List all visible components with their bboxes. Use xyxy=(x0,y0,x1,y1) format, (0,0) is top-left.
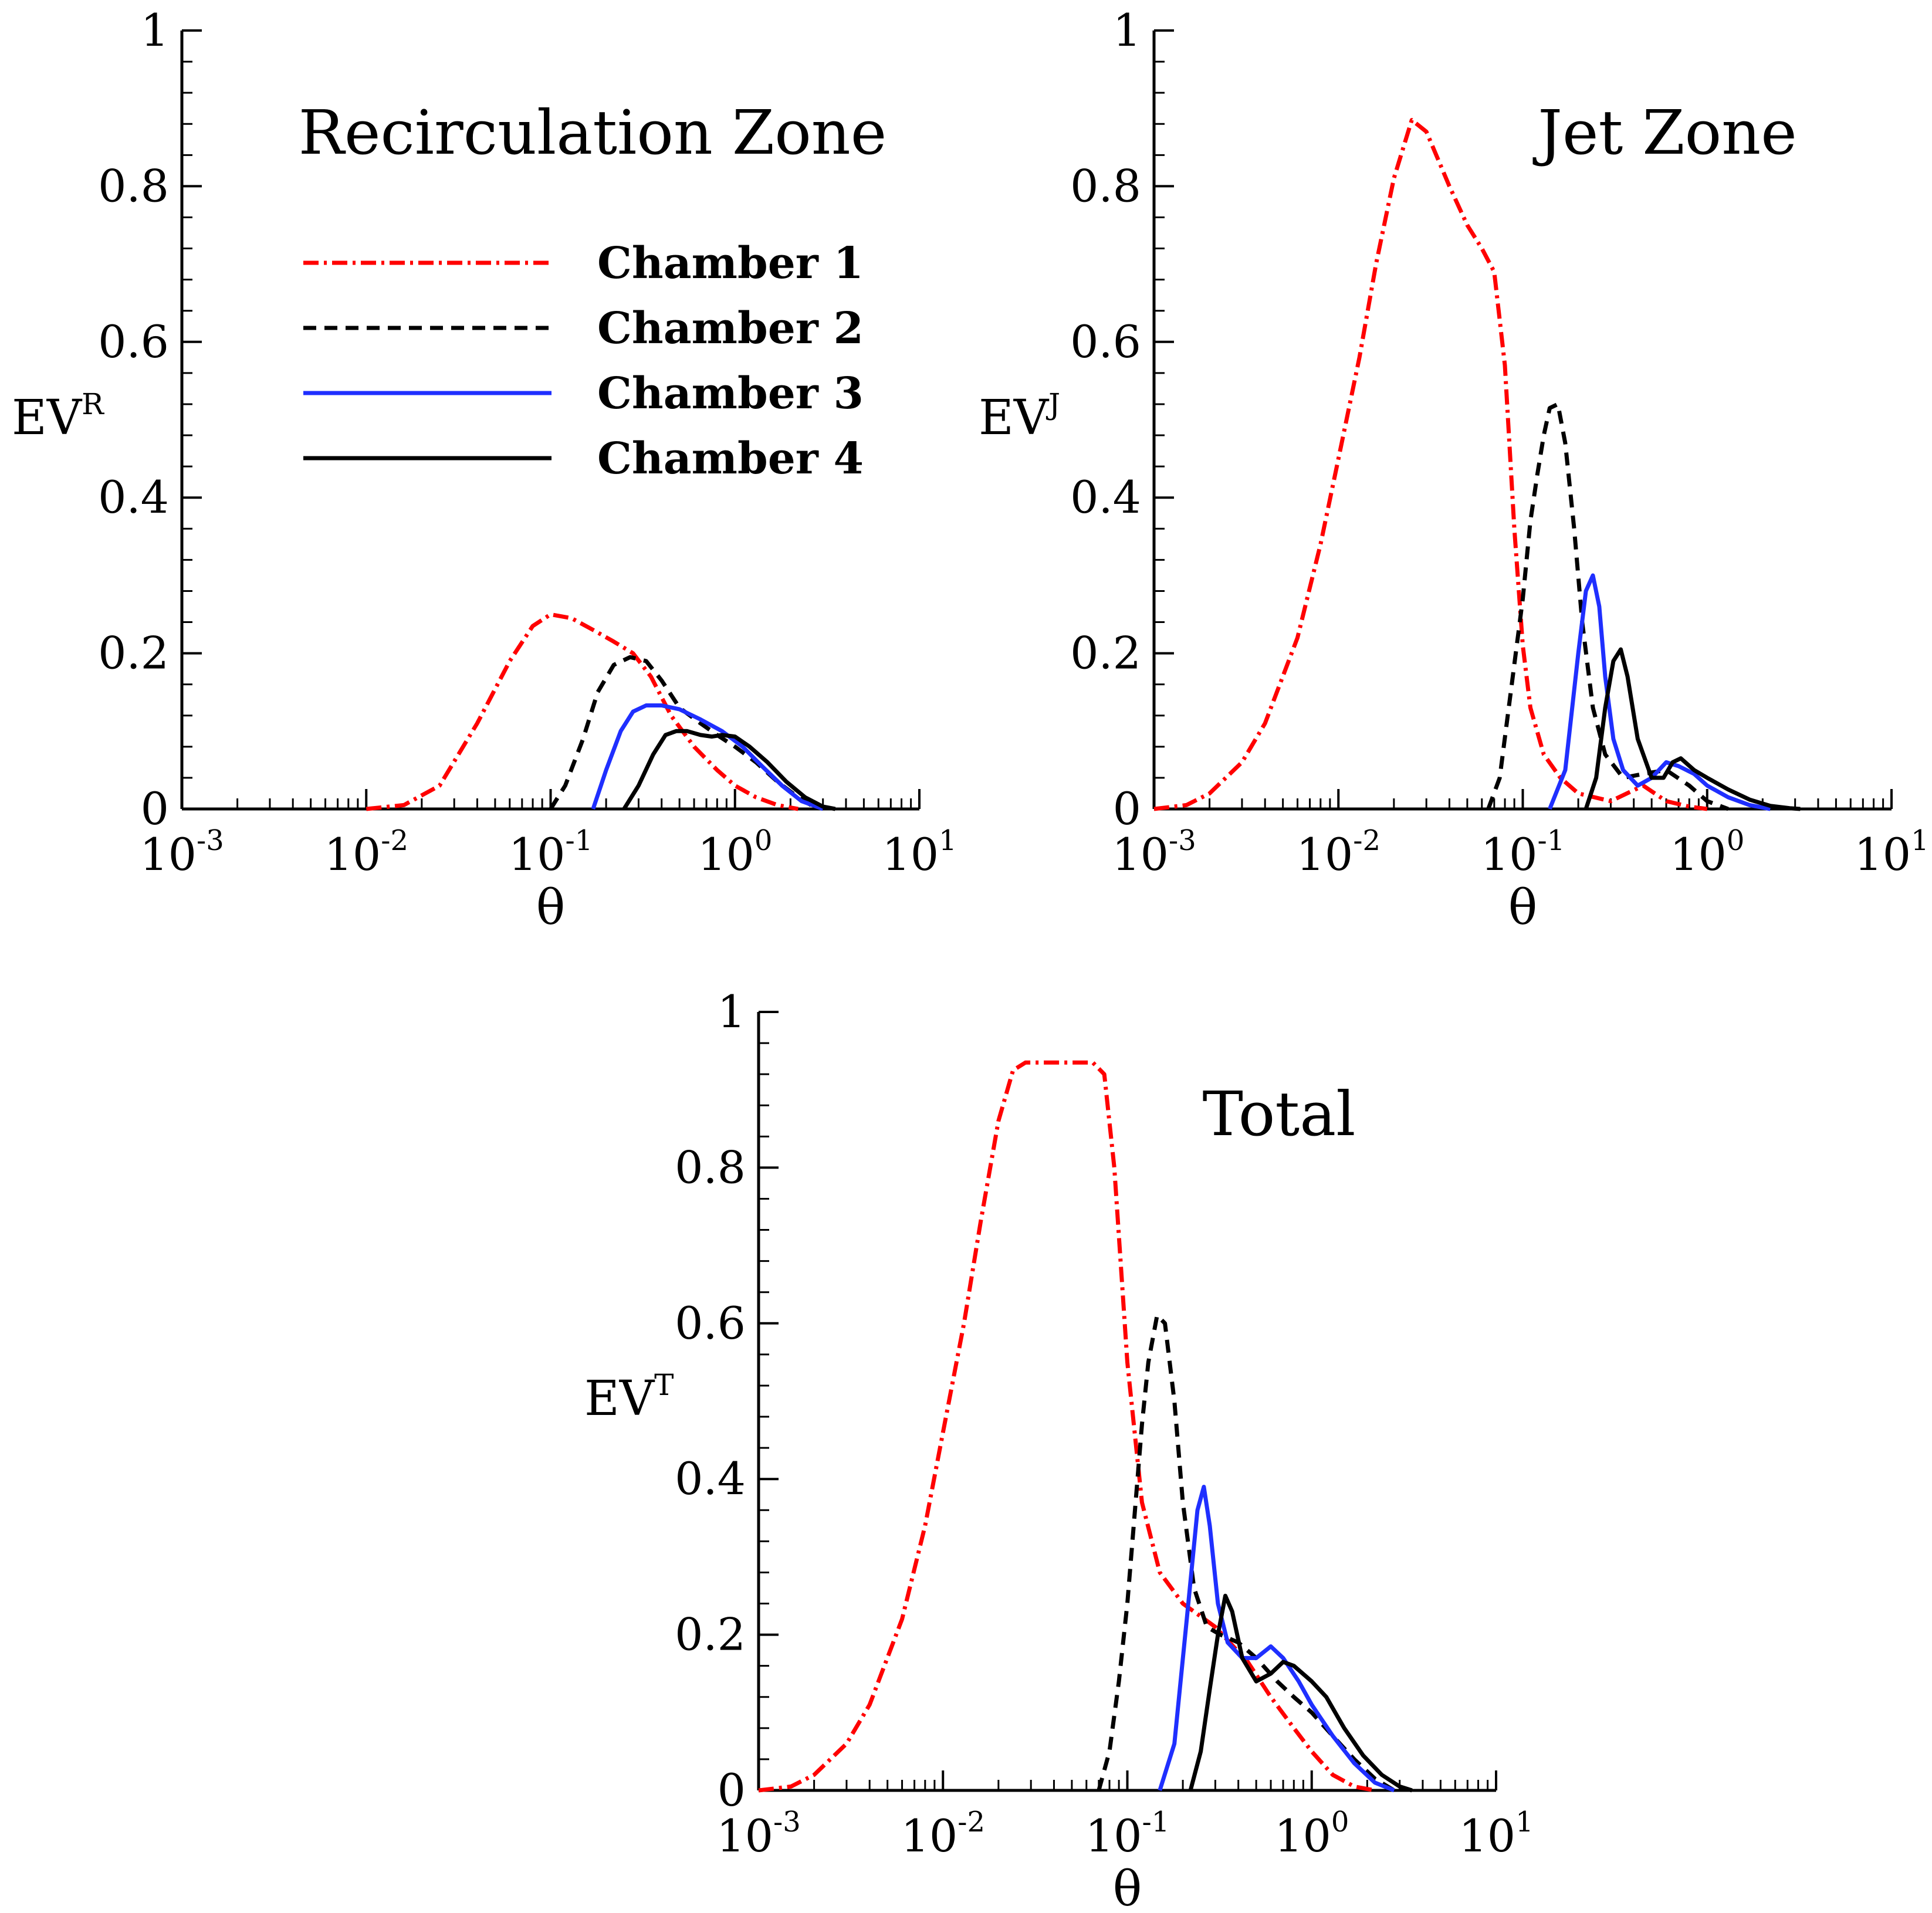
x-tick-label: 10-3 xyxy=(140,824,224,881)
y-tick-label: 0.6 xyxy=(1070,316,1141,368)
panel-recirculation: 0 0.2 0.4 0.6 0.8 1 10-3 10-2 10-1 100 101 θ EVR Reci… xyxy=(12,4,957,936)
y-tick-label: 0.4 xyxy=(675,1452,746,1505)
y-tick-label: 1 xyxy=(718,986,746,1038)
legend-label: Chamber 1 xyxy=(597,238,864,289)
y-tick-label: 0 xyxy=(1113,783,1141,835)
y-tick-label: 0.2 xyxy=(1070,627,1141,679)
series-line-chamber-1 xyxy=(366,612,799,811)
x-tick-label: 10-3 xyxy=(716,1806,800,1862)
y-tick-label: 0 xyxy=(718,1764,746,1816)
x-tick-label: 10-2 xyxy=(901,1806,985,1862)
legend-label: Chamber 3 xyxy=(597,368,864,419)
panel-total: 0 0.2 0.4 0.6 0.8 1 10-3 10-2 10-1 100 101 θ EVT Tota… xyxy=(584,986,1534,1913)
y-tick-label: 0.2 xyxy=(675,1609,746,1661)
x-tick-label: 100 xyxy=(698,824,772,881)
x-tick-label: 10-1 xyxy=(1085,1806,1169,1862)
y-tick-label: 0 xyxy=(141,783,169,835)
x-tick-label: 100 xyxy=(1274,1806,1349,1862)
x-tick-label: 100 xyxy=(1670,824,1744,881)
x-axis-label: θ xyxy=(1113,1861,1142,1913)
series-line-chamber-4 xyxy=(1188,1593,1413,1793)
series-line-chamber-3 xyxy=(1158,1485,1395,1793)
panel-title: Total xyxy=(1203,1078,1356,1150)
y-tick-label: 1 xyxy=(1113,4,1141,56)
series-line-chamber-3 xyxy=(591,703,824,811)
y-tick-label: 0.4 xyxy=(1070,471,1141,523)
x-tick-label: 101 xyxy=(1854,824,1928,881)
x-tick-label: 10-1 xyxy=(1481,824,1565,881)
series-line-chamber-3 xyxy=(1548,573,1771,811)
y-axis-label: EVJ xyxy=(979,387,1060,446)
series-line-chamber-1 xyxy=(758,1060,1376,1793)
series-line-chamber-2 xyxy=(549,655,819,811)
y-tick-label: 0.8 xyxy=(1070,160,1141,212)
x-tick-label: 101 xyxy=(1459,1806,1533,1862)
y-tick-label: 0.8 xyxy=(98,160,169,212)
x-axis-label: θ xyxy=(1508,880,1537,936)
y-tick-label: 0.2 xyxy=(98,627,169,679)
y-axis-label: EVT xyxy=(584,1368,674,1427)
legend-label: Chamber 4 xyxy=(597,434,864,484)
panel-title: Recirculation Zone xyxy=(299,97,887,168)
x-tick-label: 101 xyxy=(882,824,956,881)
series-line-chamber-4 xyxy=(622,729,836,811)
y-tick-label: 0.6 xyxy=(98,316,169,368)
x-tick-label: 10-1 xyxy=(509,824,593,881)
x-tick-label: 10-2 xyxy=(324,824,408,881)
legend: Chamber 1 Chamber 2 Chamber 3 Chamber 4 xyxy=(303,238,864,484)
legend-label: Chamber 2 xyxy=(597,303,864,354)
x-axis-label: θ xyxy=(536,880,565,936)
y-tick-label: 0.6 xyxy=(675,1297,746,1349)
y-tick-label: 0.8 xyxy=(675,1141,746,1193)
panel-title: Jet Zone xyxy=(1532,97,1797,168)
series-line-chamber-4 xyxy=(1584,647,1801,811)
y-tick-label: 0.4 xyxy=(98,471,169,523)
x-tick-label: 10-2 xyxy=(1297,824,1381,881)
x-tick-label: 10-3 xyxy=(1112,824,1196,881)
series-line-chamber-2 xyxy=(1486,402,1729,811)
y-axis-label: EVR xyxy=(12,387,104,446)
y-tick-label: 1 xyxy=(141,4,169,56)
panel-jet: 0 0.2 0.4 0.6 0.8 1 10-3 10-2 10-1 100 101 θ EVJ Jet … xyxy=(979,4,1929,936)
